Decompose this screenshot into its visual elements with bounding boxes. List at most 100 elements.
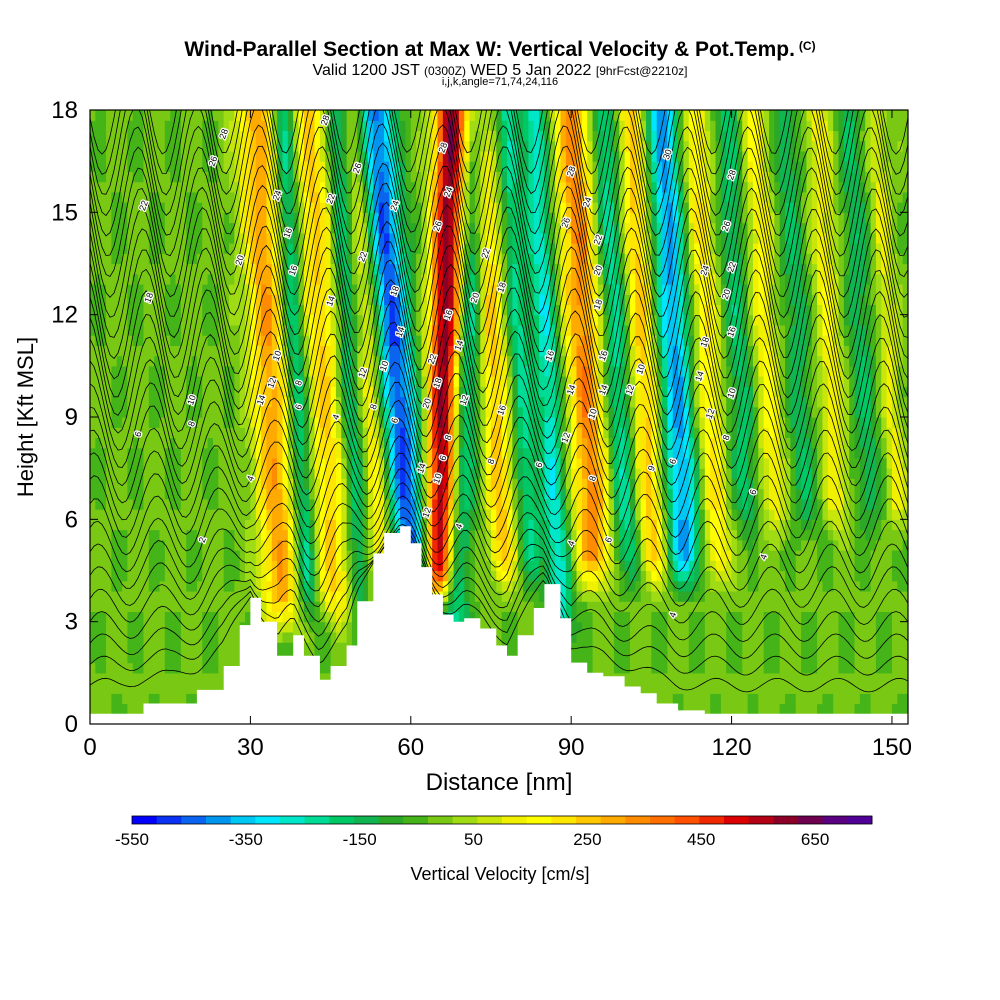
field-cell [293,396,300,408]
field-cell [368,498,374,510]
field-cell [507,601,513,613]
field-cell [662,570,669,582]
field-cell [694,498,701,510]
field-cell [581,580,588,592]
field-cell [838,498,845,510]
field-cell [801,417,808,428]
field-cell [116,703,123,715]
field-cell [255,437,262,449]
field-cell [469,570,476,582]
field-cell [902,580,908,592]
field-cell [667,621,674,633]
field-cell [613,590,620,602]
field-cell [801,662,808,674]
field-cell [100,580,107,592]
field-cell [822,590,829,602]
field-cell [148,611,155,623]
field-cell [303,427,310,439]
field-cell [768,529,775,541]
field-cell [490,406,497,418]
field-cell [715,457,722,469]
field-cell [480,621,487,633]
field-cell [437,437,444,449]
field-cell [629,621,636,633]
field-cell [362,406,369,418]
field-cell [319,529,326,541]
field-cell [683,457,690,469]
field-cell [843,693,850,705]
field-cell [309,447,316,459]
field-cell [785,683,791,694]
field-cell [640,509,647,520]
field-cell [587,652,594,664]
field-cell [758,693,765,705]
field-cell [490,611,497,623]
field-cell [298,550,305,561]
field-cell [688,406,695,418]
field-cell [378,447,385,459]
field-cell [581,560,588,572]
field-cell [785,642,791,653]
field-cell [827,601,834,613]
field-cell [597,478,604,490]
field-cell [651,580,658,592]
field-cell [886,570,893,582]
field-cell [817,478,824,490]
field-cell [555,560,562,572]
field-cell [132,427,139,439]
field-cell [752,519,759,531]
field-cell [902,406,908,418]
field-cell [581,447,588,459]
field-cell [314,529,321,541]
field-cell [159,468,166,479]
field-cell [865,498,872,510]
field-cell [442,386,449,398]
field-cell [261,427,268,439]
field-cell [795,611,802,623]
field-cell [351,447,358,459]
field-cell [640,396,647,408]
field-cell [314,488,321,500]
field-cell [287,601,294,613]
field-cell [127,417,134,428]
field-cell [245,417,251,428]
field-cell [779,590,786,602]
field-cell [474,529,481,541]
field-cell [678,539,685,551]
field-cell [341,437,348,449]
field-cell [453,498,460,510]
field-cell [378,457,385,469]
field-cell [640,457,647,469]
field-cell [180,693,187,705]
field-cell [191,683,198,694]
field-cell [587,468,594,479]
field-cell [400,437,407,449]
field-cell [726,693,733,705]
field-cell [218,611,225,623]
field-cell [704,396,711,408]
field-cell [581,529,588,541]
field-cell [421,406,428,418]
field-cell [90,631,96,643]
field-cell [453,478,460,490]
field-cell [688,611,695,623]
field-cell [127,611,134,623]
field-cell [154,447,161,459]
field-cell [437,498,444,510]
field-cell [159,529,166,541]
field-cell [180,498,187,510]
field-cell [106,611,112,623]
field-cell [635,662,642,674]
field-cell [389,457,396,469]
field-cell [651,396,658,408]
field-cell [619,488,626,500]
field-cell [469,406,476,418]
field-cell [319,570,326,582]
field-cell [699,672,706,684]
field-cell [699,406,706,418]
field-cell [255,498,262,510]
field-cell [736,488,743,500]
field-cell [801,519,808,531]
field-cell [870,437,877,449]
field-cell [608,652,615,664]
